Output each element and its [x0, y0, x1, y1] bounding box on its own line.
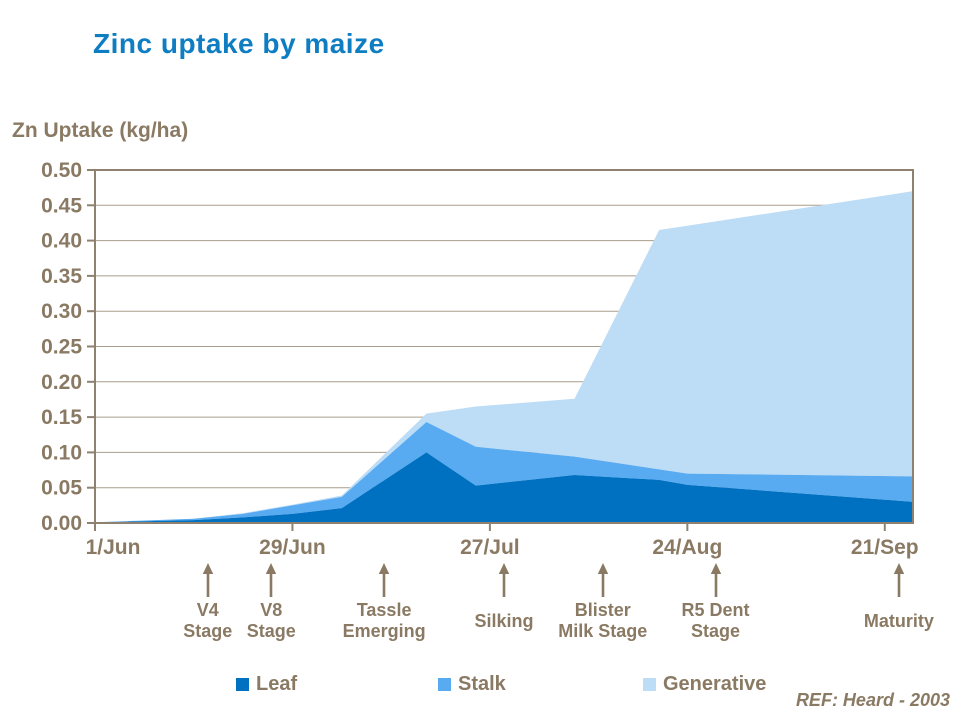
y-tick-label: 0.00	[41, 512, 82, 535]
area-generative	[95, 191, 913, 523]
stage-label: Silking	[474, 611, 534, 631]
up-arrow-icon	[710, 563, 721, 597]
up-arrow-icon	[893, 563, 905, 597]
legend-label: Generative	[663, 673, 767, 695]
y-tick-label: 0.35	[41, 265, 82, 288]
legend-item-generative: Generative	[643, 673, 766, 696]
y-tick-label: 0.25	[41, 336, 82, 359]
up-arrow-icon	[498, 563, 510, 597]
page-title: Zinc uptake by maize	[93, 28, 385, 59]
y-tick-label: 0.40	[41, 230, 82, 253]
stage-annotation-v8-stage: V8 Stage	[206, 563, 336, 642]
y-tick-label: 0.50	[41, 159, 82, 182]
y-tick-label: 0.15	[41, 406, 82, 429]
x-tick-label: 29/Jun	[259, 536, 326, 559]
x-tick-label: 1/Jun	[86, 536, 141, 559]
y-tick-label: 0.30	[41, 300, 82, 323]
y-axis-title: Zn Uptake (kg/ha)	[12, 119, 189, 142]
y-tick-label: 0.10	[41, 441, 82, 464]
y-tick-label: 0.20	[41, 371, 82, 394]
stage-label: Maturity	[863, 611, 934, 631]
area-leaf	[95, 452, 913, 523]
stage-annotation-v4-stage: V4 Stage	[143, 563, 273, 642]
y-tick-label: 0.45	[41, 194, 82, 217]
leaf-swatch-icon	[236, 678, 249, 691]
stage-label: R5 Dent Stage	[681, 600, 750, 641]
stage-annotation-tassle-emerging: Tassle Emerging	[319, 563, 449, 642]
legend-item-leaf: Leaf	[236, 673, 297, 696]
generative-swatch-icon	[643, 678, 656, 691]
x-tick-label: 27/Jul	[460, 536, 520, 559]
stage-label: V4 Stage	[183, 600, 233, 641]
up-arrow-icon	[378, 563, 390, 597]
area-stalk	[95, 422, 913, 523]
stalk-swatch-icon	[438, 678, 451, 691]
stage-annotation-silking: Silking	[439, 563, 569, 632]
legend-label: Leaf	[256, 673, 298, 695]
legend-item-stalk: Stalk	[438, 673, 506, 696]
reference-note: REF: Heard - 2003	[795, 690, 950, 710]
stage-label: V8 Stage	[246, 600, 296, 641]
up-arrow-icon	[266, 563, 277, 597]
stage-annotation-maturity: Maturity	[834, 563, 960, 632]
up-arrow-icon	[597, 563, 608, 597]
legend-label: Stalk	[458, 673, 506, 695]
stage-annotation-r5-dent-stage: R5 Dent Stage	[651, 563, 781, 642]
up-arrow-icon	[202, 563, 214, 597]
x-tick-label: 24/Aug	[652, 536, 722, 559]
y-tick-label: 0.05	[41, 477, 82, 500]
x-tick-label: 21/Sep	[851, 536, 919, 559]
stage-label: Tassle Emerging	[342, 600, 426, 641]
stage-annotation-blister-milk-stage: Blister Milk Stage	[538, 563, 668, 642]
stage-label: Blister Milk Stage	[558, 600, 648, 641]
